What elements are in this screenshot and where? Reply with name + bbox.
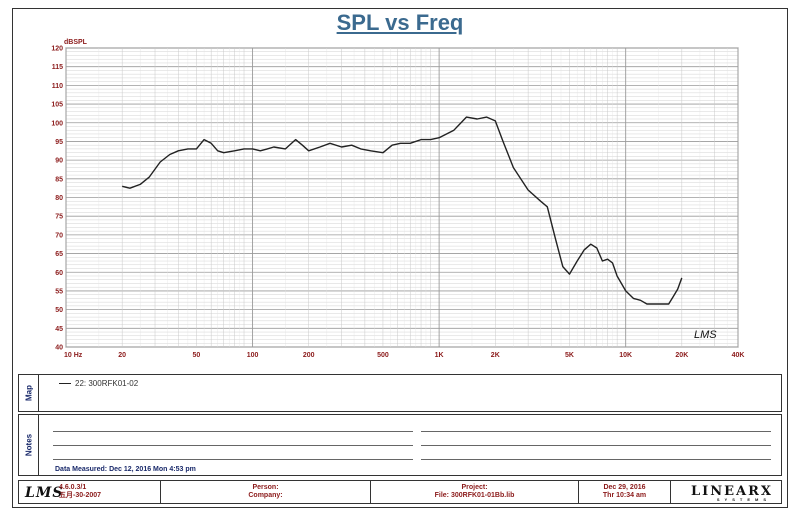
project-label: Project: [461, 484, 488, 491]
x-tick-label: 20 [118, 352, 126, 359]
x-tick-label: 20K [675, 352, 688, 359]
version-number: 4.6.0.3/1 [59, 484, 87, 491]
notes-panel: Notes Data Measured: Dec 12, 2016 Mon 4:… [18, 414, 782, 476]
y-tick-label: 60 [55, 270, 63, 277]
linearx-logo: LINEARX [691, 484, 773, 499]
y-tick-label: 40 [55, 345, 63, 352]
footer-cell-version: LMS 4.6.0.3/1 五月-30-2007 [19, 481, 161, 503]
y-tick-label: 115 [52, 64, 63, 71]
company-label: Company: [248, 492, 283, 499]
x-tick-label: 10 Hz [64, 352, 83, 359]
note-line-right-3 [421, 459, 771, 460]
footer-cell-date: Dec 29, 2016 Thr 10:34 am [579, 481, 671, 503]
person-label: Person: [252, 484, 279, 491]
x-tick-label: 1K [435, 352, 444, 359]
y-tick-label: 70 [55, 232, 63, 239]
print-datetime: Dec 29, 2016 Thr 10:34 am [579, 484, 670, 500]
note-line-left-1 [53, 431, 413, 432]
y-tick-label: 100 [51, 120, 63, 127]
note-line-right-2 [421, 445, 771, 446]
map-label: Map [24, 385, 33, 401]
y-tick-label: 105 [51, 102, 63, 109]
footer-cell-project: Project: File: 300RFK01-01Bb.lib [371, 481, 579, 503]
lms-annotation: LMS [694, 329, 717, 341]
x-tick-label: 50 [193, 352, 201, 359]
y-tick-label: 85 [55, 176, 63, 183]
x-tick-label: 5K [565, 352, 574, 359]
note-line-left-3 [53, 459, 413, 460]
x-tick-label: 100 [247, 352, 259, 359]
x-tick-label: 40K [732, 352, 745, 359]
note-line-left-2 [53, 445, 413, 446]
project-file: File: 300RFK01-01Bb.lib [434, 492, 515, 499]
lms-logo: LMS [25, 485, 64, 501]
version-date: 五月-30-2007 [59, 492, 102, 499]
y-tick-label: 80 [55, 195, 63, 202]
y-tick-label: 110 [52, 83, 63, 90]
y-tick-label: 50 [55, 307, 63, 314]
chart-title: SPL vs Freq [336, 10, 464, 35]
spl-frequency-chart: 404550556065707580859095100105110115120 … [51, 39, 744, 359]
note-line-right-1 [421, 431, 771, 432]
legend-entry: 22: 300RFK01-02 [59, 379, 138, 388]
x-tick-label: 500 [377, 352, 389, 359]
y-tick-label: 90 [55, 158, 63, 165]
footer-cell-brand: LINEARX SYSTEMS [671, 481, 781, 503]
linearx-subtitle: SYSTEMS [716, 497, 771, 502]
map-panel-side: Map [19, 375, 39, 411]
y-tick-label: 120 [51, 46, 63, 53]
print-time: Thr 10:34 am [602, 492, 647, 499]
person-company: Person: Company: [161, 484, 370, 500]
x-tick-label: 10K [619, 352, 632, 359]
y-tick-label: 65 [55, 251, 63, 258]
y-tick-label: 55 [55, 288, 63, 295]
x-axis-ticks: 10 Hz 20 50 100 200 500 1K 2K 5K 10K 20K 40K [64, 352, 744, 359]
legend-entry-label: 22: 300RFK01-02 [75, 379, 139, 388]
notes-panel-side: Notes [19, 415, 39, 475]
notes-label: Notes [24, 433, 33, 457]
x-tick-label: 2K [491, 352, 500, 359]
footer-bar: LMS 4.6.0.3/1 五月-30-2007 Person: Company… [18, 480, 782, 504]
y-tick-label: 95 [55, 139, 63, 146]
chart-grid [65, 47, 739, 348]
y-axis-ticks: 40 45 50 55 60 65 70 75 80 85 90 95 100 105 110 115 120 [51, 46, 63, 352]
y-tick-label: 45 [55, 326, 63, 333]
project-info: Project: File: 300RFK01-01Bb.lib [371, 484, 578, 500]
footer-cell-person: Person: Company: [161, 481, 371, 503]
series-line [122, 116, 683, 305]
map-panel: Map 22: 300RFK01-02 [18, 374, 782, 412]
date-measured: Data Measured: Dec 12, 2016 Mon 4:53 pm [55, 466, 196, 473]
x-tick-label: 200 [303, 352, 315, 359]
legend-line-swatch [59, 383, 71, 384]
y-axis-label: dBSPL [64, 39, 88, 46]
y-tick-label: 75 [55, 214, 63, 221]
chart-series [122, 116, 683, 305]
chart-frame [12, 8, 788, 508]
version-info: 4.6.0.3/1 五月-30-2007 [59, 484, 101, 500]
print-date: Dec 29, 2016 [603, 484, 646, 491]
